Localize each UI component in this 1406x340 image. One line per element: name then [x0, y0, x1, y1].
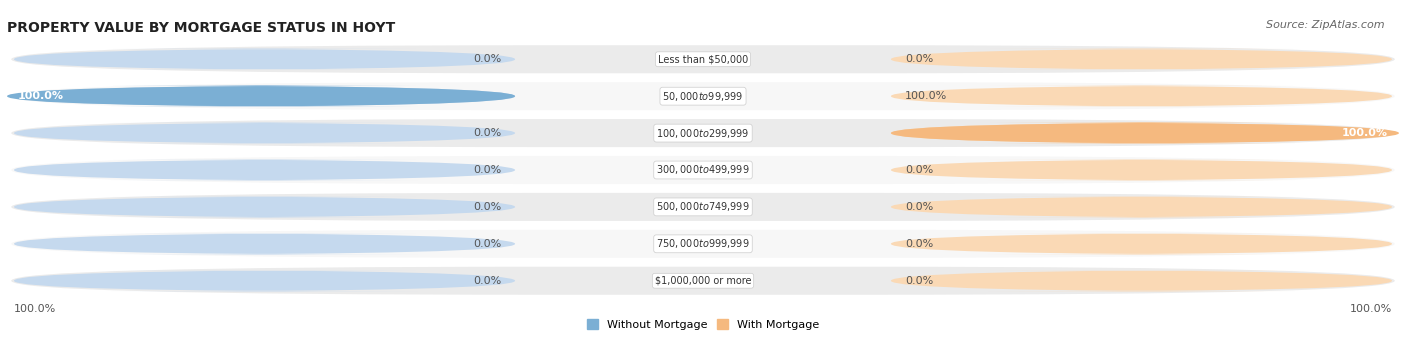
FancyBboxPatch shape — [891, 159, 1392, 181]
FancyBboxPatch shape — [891, 122, 1399, 144]
Text: 0.0%: 0.0% — [472, 54, 501, 64]
FancyBboxPatch shape — [14, 85, 515, 107]
FancyBboxPatch shape — [11, 230, 1395, 258]
Text: 100.0%: 100.0% — [18, 91, 65, 101]
Text: $750,000 to $999,999: $750,000 to $999,999 — [657, 237, 749, 250]
Text: 0.0%: 0.0% — [905, 276, 934, 286]
FancyBboxPatch shape — [14, 233, 515, 255]
FancyBboxPatch shape — [14, 159, 515, 181]
Text: 100.0%: 100.0% — [1341, 128, 1388, 138]
Text: 100.0%: 100.0% — [1350, 304, 1392, 314]
Text: $300,000 to $499,999: $300,000 to $499,999 — [657, 164, 749, 176]
Text: 100.0%: 100.0% — [14, 304, 56, 314]
Text: $100,000 to $299,999: $100,000 to $299,999 — [657, 126, 749, 140]
FancyBboxPatch shape — [891, 196, 1392, 218]
Text: $500,000 to $749,999: $500,000 to $749,999 — [657, 200, 749, 214]
Text: 100.0%: 100.0% — [905, 91, 948, 101]
Text: $50,000 to $99,999: $50,000 to $99,999 — [662, 90, 744, 103]
Text: 0.0%: 0.0% — [905, 165, 934, 175]
FancyBboxPatch shape — [11, 45, 1395, 73]
Text: Source: ZipAtlas.com: Source: ZipAtlas.com — [1267, 20, 1385, 30]
FancyBboxPatch shape — [14, 122, 515, 144]
FancyBboxPatch shape — [891, 85, 1392, 107]
FancyBboxPatch shape — [11, 193, 1395, 221]
FancyBboxPatch shape — [14, 49, 515, 70]
FancyBboxPatch shape — [11, 267, 1395, 295]
FancyBboxPatch shape — [891, 122, 1392, 144]
Text: 0.0%: 0.0% — [472, 202, 501, 212]
Legend: Without Mortgage, With Mortgage: Without Mortgage, With Mortgage — [588, 319, 818, 330]
FancyBboxPatch shape — [14, 270, 515, 291]
Text: Less than $50,000: Less than $50,000 — [658, 54, 748, 64]
Text: $1,000,000 or more: $1,000,000 or more — [655, 276, 751, 286]
Text: PROPERTY VALUE BY MORTGAGE STATUS IN HOYT: PROPERTY VALUE BY MORTGAGE STATUS IN HOY… — [7, 21, 395, 35]
Text: 0.0%: 0.0% — [472, 276, 501, 286]
Text: 0.0%: 0.0% — [472, 165, 501, 175]
FancyBboxPatch shape — [11, 119, 1395, 147]
FancyBboxPatch shape — [7, 85, 515, 107]
Text: 0.0%: 0.0% — [905, 239, 934, 249]
FancyBboxPatch shape — [14, 196, 515, 218]
Text: 0.0%: 0.0% — [905, 202, 934, 212]
FancyBboxPatch shape — [11, 82, 1395, 110]
Text: 0.0%: 0.0% — [472, 239, 501, 249]
FancyBboxPatch shape — [891, 233, 1392, 255]
FancyBboxPatch shape — [891, 270, 1392, 291]
FancyBboxPatch shape — [891, 49, 1392, 70]
Text: 0.0%: 0.0% — [472, 128, 501, 138]
Text: 0.0%: 0.0% — [905, 54, 934, 64]
FancyBboxPatch shape — [11, 156, 1395, 184]
